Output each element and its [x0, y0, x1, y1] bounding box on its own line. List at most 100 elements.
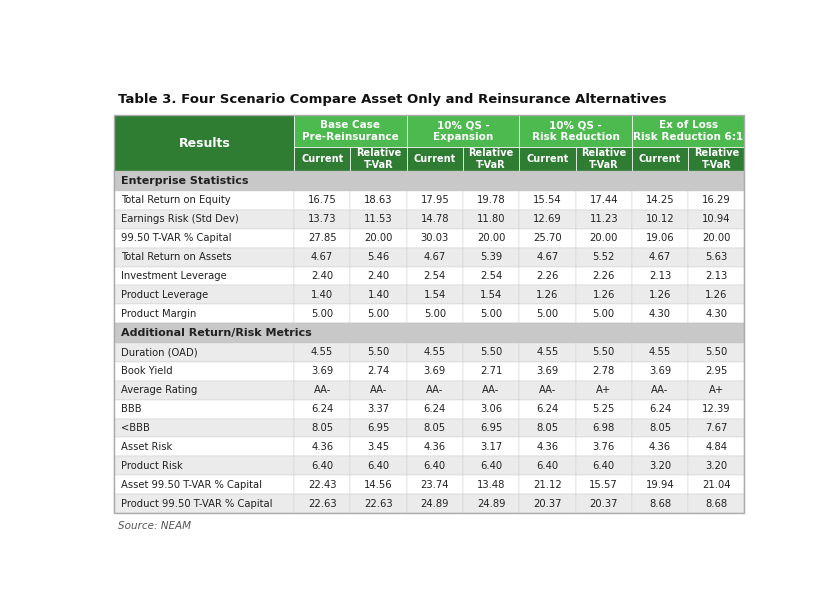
Text: AA-: AA- — [651, 385, 669, 395]
Bar — [406, 210, 463, 229]
Text: 2.26: 2.26 — [536, 271, 559, 281]
Text: 4.36: 4.36 — [649, 442, 671, 452]
Text: 1.26: 1.26 — [592, 290, 615, 300]
Bar — [520, 362, 576, 381]
Bar — [463, 191, 520, 210]
Bar — [115, 323, 744, 343]
Text: 3.69: 3.69 — [536, 366, 558, 376]
Text: 8.05: 8.05 — [536, 423, 558, 433]
Bar — [350, 343, 406, 362]
Bar — [688, 381, 744, 399]
Text: 25.70: 25.70 — [533, 233, 561, 243]
Bar — [350, 437, 406, 457]
Text: 6.40: 6.40 — [424, 461, 446, 471]
Text: 8.05: 8.05 — [424, 423, 446, 433]
Text: 4.67: 4.67 — [649, 252, 671, 262]
Text: 12.69: 12.69 — [533, 214, 561, 224]
Text: 4.55: 4.55 — [311, 347, 334, 358]
Text: 17.44: 17.44 — [589, 195, 618, 206]
Text: 12.39: 12.39 — [702, 404, 731, 414]
Bar — [632, 475, 688, 494]
Bar — [463, 457, 520, 475]
Text: Earnings Risk (Std Dev): Earnings Risk (Std Dev) — [121, 214, 239, 224]
Bar — [576, 494, 632, 513]
Text: 6.24: 6.24 — [536, 404, 558, 414]
Text: 5.50: 5.50 — [480, 347, 502, 358]
Text: 8.05: 8.05 — [311, 423, 334, 433]
Text: 6.40: 6.40 — [367, 461, 390, 471]
Text: 21.04: 21.04 — [702, 480, 731, 489]
Bar — [406, 115, 520, 147]
Text: 13.73: 13.73 — [308, 214, 336, 224]
Bar — [115, 266, 294, 285]
Bar — [406, 418, 463, 437]
Bar — [463, 210, 520, 229]
Bar — [350, 475, 406, 494]
Text: 5.25: 5.25 — [592, 404, 615, 414]
Text: 5.46: 5.46 — [367, 252, 390, 262]
Bar — [115, 210, 294, 229]
Text: 4.36: 4.36 — [536, 442, 558, 452]
Text: 1.40: 1.40 — [367, 290, 390, 300]
Bar — [520, 285, 576, 305]
Text: AA-: AA- — [483, 385, 499, 395]
Bar — [520, 381, 576, 399]
Bar — [632, 191, 688, 210]
Text: 2.74: 2.74 — [367, 366, 390, 376]
Bar — [350, 399, 406, 418]
Bar — [294, 457, 350, 475]
Bar — [576, 475, 632, 494]
Bar — [294, 437, 350, 457]
Text: Current: Current — [526, 154, 568, 164]
Text: 1.26: 1.26 — [649, 290, 671, 300]
Bar — [294, 285, 350, 305]
Bar — [294, 229, 350, 247]
Bar — [115, 115, 744, 513]
Bar — [294, 247, 350, 266]
Bar — [632, 343, 688, 362]
Text: 20.37: 20.37 — [589, 499, 618, 508]
Bar — [632, 305, 688, 323]
Bar — [520, 494, 576, 513]
Bar — [406, 147, 463, 171]
Bar — [350, 191, 406, 210]
Text: 6.24: 6.24 — [424, 404, 446, 414]
Text: 2.78: 2.78 — [592, 366, 615, 376]
Text: 6.24: 6.24 — [311, 404, 334, 414]
Bar — [520, 475, 576, 494]
Text: 5.50: 5.50 — [367, 347, 390, 358]
Text: 22.63: 22.63 — [308, 499, 337, 508]
Bar — [294, 115, 406, 147]
Bar — [632, 362, 688, 381]
Text: 1.54: 1.54 — [424, 290, 446, 300]
Bar — [576, 191, 632, 210]
Bar — [576, 343, 632, 362]
Text: 19.06: 19.06 — [646, 233, 675, 243]
Bar — [406, 285, 463, 305]
Bar — [576, 399, 632, 418]
Text: 22.43: 22.43 — [308, 480, 336, 489]
Text: 2.40: 2.40 — [367, 271, 390, 281]
Text: 4.84: 4.84 — [706, 442, 727, 452]
Text: AA-: AA- — [539, 385, 556, 395]
Text: 5.00: 5.00 — [592, 309, 615, 319]
Bar — [115, 494, 294, 513]
Text: 5.00: 5.00 — [424, 309, 446, 319]
Bar — [632, 381, 688, 399]
Bar — [115, 475, 294, 494]
Text: 4.36: 4.36 — [311, 442, 334, 452]
Bar — [406, 475, 463, 494]
Text: Product Risk: Product Risk — [121, 461, 183, 471]
Bar — [406, 362, 463, 381]
Text: 3.45: 3.45 — [367, 442, 390, 452]
Text: A+: A+ — [596, 385, 612, 395]
Bar — [115, 437, 294, 457]
Text: 14.78: 14.78 — [421, 214, 449, 224]
Bar — [632, 418, 688, 437]
Text: 10% QS -
Risk Reduction: 10% QS - Risk Reduction — [531, 120, 619, 142]
Bar — [463, 229, 520, 247]
Text: 3.69: 3.69 — [311, 366, 334, 376]
Text: 4.30: 4.30 — [706, 309, 727, 319]
Bar — [688, 191, 744, 210]
Bar — [463, 362, 520, 381]
